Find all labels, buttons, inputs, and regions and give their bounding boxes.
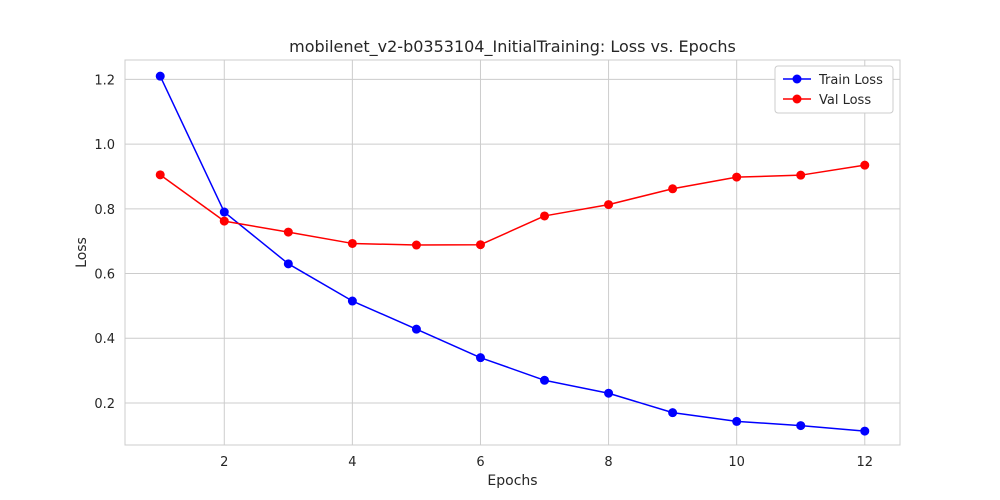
y-tick-label: 0.6 — [94, 268, 115, 283]
data-point-val-loss — [668, 184, 678, 194]
data-point-val-loss — [411, 240, 421, 250]
legend-marker-val-loss — [792, 94, 802, 104]
y-tick-label: 0.2 — [94, 397, 115, 412]
tick-labels: 2 4 6 8 10 12 0.2 0.4 0.6 0.8 1.0 1.2 — [94, 73, 873, 470]
y-tick-label: 0.4 — [94, 332, 115, 347]
plot-area — [124, 59, 901, 446]
data-point-train-loss — [155, 71, 165, 81]
chart-title: mobilenet_v2-b0353104_InitialTraining: L… — [289, 37, 736, 57]
y-axis-label: Loss — [74, 237, 90, 268]
data-point-val-loss — [732, 172, 742, 182]
data-point-val-loss — [604, 200, 614, 210]
data-point-train-loss — [540, 375, 550, 385]
data-point-val-loss — [219, 216, 229, 226]
data-point-train-loss — [604, 388, 614, 398]
legend-marker-train-loss — [792, 74, 802, 84]
data-point-train-loss — [860, 426, 870, 436]
y-tick-label: 1.2 — [94, 73, 115, 88]
data-point-train-loss — [219, 207, 229, 217]
data-point-val-loss — [475, 240, 485, 250]
data-point-val-loss — [347, 238, 357, 248]
data-point-val-loss — [540, 211, 550, 221]
data-point-train-loss — [347, 296, 357, 306]
data-point-train-loss — [411, 324, 421, 334]
y-tick-label: 0.8 — [94, 203, 115, 218]
x-tick-label: 10 — [728, 455, 745, 470]
grid — [125, 60, 900, 445]
x-axis-label: Epochs — [487, 473, 537, 489]
x-tick-label: 2 — [220, 455, 228, 470]
x-tick-label: 8 — [604, 455, 612, 470]
y-tick-label: 1.0 — [94, 138, 115, 153]
series-line-train-loss — [159, 75, 865, 432]
x-tick-label: 12 — [856, 455, 873, 470]
data-point-train-loss — [475, 353, 485, 363]
series-line-val-loss — [159, 164, 865, 246]
legend-box — [774, 65, 894, 114]
legend: Train Loss Val Loss — [774, 65, 894, 114]
legend-label-train-loss: Train Loss — [818, 73, 883, 88]
data-point-train-loss — [732, 416, 742, 426]
x-tick-label: 4 — [348, 455, 356, 470]
legend-label-val-loss: Val Loss — [819, 93, 871, 108]
data-point-val-loss — [155, 170, 165, 180]
data-point-train-loss — [283, 259, 293, 269]
data-point-train-loss — [796, 421, 806, 431]
data-point-val-loss — [283, 227, 293, 237]
data-point-val-loss — [860, 160, 870, 170]
series — [155, 71, 870, 436]
data-point-train-loss — [668, 408, 678, 418]
series-val-loss — [155, 160, 870, 250]
x-tick-label: 6 — [476, 455, 484, 470]
series-train-loss — [155, 71, 870, 436]
data-point-val-loss — [796, 170, 806, 180]
